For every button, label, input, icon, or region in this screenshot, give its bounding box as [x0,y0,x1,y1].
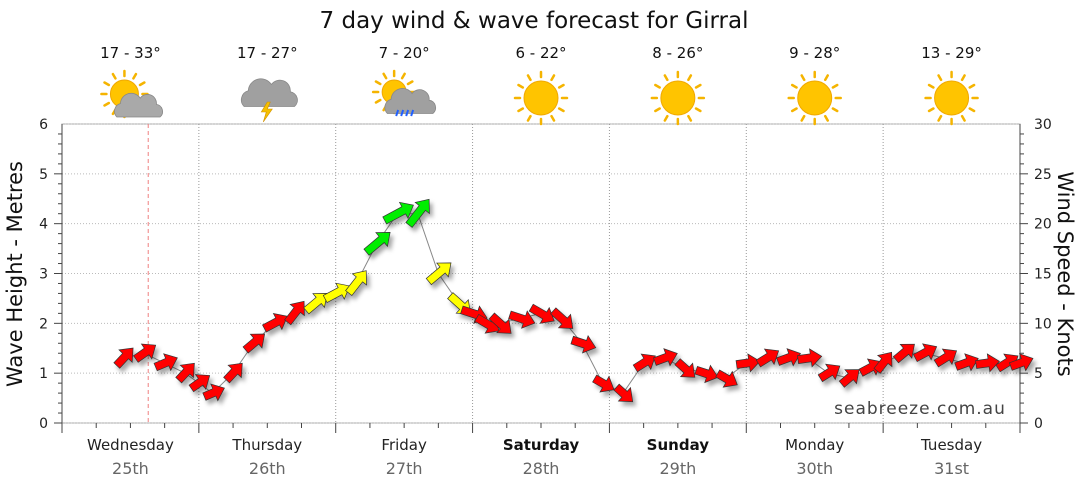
left-axis-ticks: 0 1 2 3 4 5 6 [39,117,48,432]
right-axis-ticks: 0 5 10 15 20 25 30 [1034,117,1052,432]
wind-arrow [363,232,391,256]
day-temp-range: 8 - 26° [652,44,703,62]
wind-arrow [242,333,266,354]
day-temp-range: 17 - 33° [100,44,161,62]
wind-arrow [113,347,134,369]
right-tick-label: 30 [1034,117,1052,133]
wind-arrow [592,374,615,393]
sunny-icon [650,70,706,126]
right-tick-label: 5 [1034,366,1043,382]
storm-icon [240,78,298,123]
left-tick-label: 1 [39,366,48,382]
day-date-label: 30th [796,459,833,478]
right-axis-title: Wind Speed - Knots [1053,171,1077,376]
wind-arrow [694,364,719,384]
wind-arrow [488,312,512,334]
wind-arrow [838,369,860,388]
wind-arrow [262,313,288,333]
wind-arrow [223,362,243,384]
sunny-icon [787,70,842,126]
wind-arrow [382,201,414,225]
left-tick-label: 5 [39,167,48,183]
wind-arrow [817,363,841,383]
wind-arrow [153,353,178,372]
day-name-label: Wednesday [87,436,174,454]
wind-arrow [425,262,452,286]
wind-arrow [528,303,555,324]
right-tick-label: 25 [1034,167,1052,183]
wind-arrow [892,343,915,364]
wind-arrow [975,353,1000,373]
wind-arrow [570,334,597,354]
wind-arrows [113,198,1034,403]
day-name-label: Sunday [647,436,710,454]
day-date-label: 28th [523,459,560,478]
day-temp-range: 7 - 20° [379,44,430,62]
day-date-label: 27th [386,459,423,478]
left-tick-label: 4 [39,217,48,233]
day-date-label: 26th [249,459,286,478]
left-axis-title: Wave Height - Metres [3,161,27,387]
wind-arrow [632,353,656,373]
chart-title: 7 day wind & wave forecast for Girral [320,8,749,34]
sunny-icon [924,70,979,126]
day-name-label: Thursday [231,436,302,454]
wind-arrow [202,383,225,402]
wind-arrow [284,300,305,326]
wind-arrow [175,362,195,384]
wind-arrow [735,353,761,373]
left-tick-label: 6 [39,117,48,133]
left-tick-label: 2 [39,316,48,332]
wind-arrow [933,348,958,368]
day-name-label: Tuesday [920,436,982,454]
right-tick-label: 15 [1034,267,1052,283]
wind-arrow [405,198,430,228]
sunny-icon [513,70,569,126]
day-date-label: 29th [659,459,696,478]
wind-arrow [613,383,634,403]
wind-arrow [322,282,351,304]
wind-arrow [653,348,678,367]
wind-arrow [776,348,801,367]
day-date-label: 25th [112,459,149,478]
day-temp-range: 6 - 22° [515,44,566,62]
right-tick-label: 20 [1034,217,1052,233]
left-tick-label: 0 [39,416,48,432]
wind-arrow [912,343,938,362]
day-name-label: Friday [381,436,427,454]
wind-arrow [797,348,823,368]
left-tick-label: 3 [39,267,48,283]
showers-icon [371,69,437,117]
credit-text: seabreeze.com.au [834,399,1006,419]
wind-arrow [1008,353,1034,372]
wind-arrow [133,343,157,363]
partly-cloudy-icon [100,69,163,119]
day-date-label: 31st [934,459,969,478]
wind-arrow [755,348,780,368]
wind-arrow [345,270,367,297]
wind-arrow [674,358,696,378]
wind-arrow [873,351,893,374]
wind-arrow [954,353,979,372]
wind-arrow [188,374,211,393]
wind-arrow [508,310,536,329]
day-name-label: Monday [785,436,844,454]
day-temp-range: 17 - 27° [237,44,298,62]
right-tick-label: 10 [1034,316,1052,332]
day-temp-range: 13 - 29° [921,44,982,62]
wind-arrow [550,307,574,329]
day-name-label: Saturday [503,436,580,454]
day-temp-range: 9 - 28° [789,44,840,62]
day-forecast-header: 17 - 33° 17 - 27° 7 - 20° 6 - 22° 8 - 26° 9 -… [100,44,982,126]
wind-arrow [715,369,738,388]
right-tick-label: 0 [1034,416,1043,432]
day-labels: Wednesday 25th Thursday 26th Friday 27th Satur… [87,436,982,478]
